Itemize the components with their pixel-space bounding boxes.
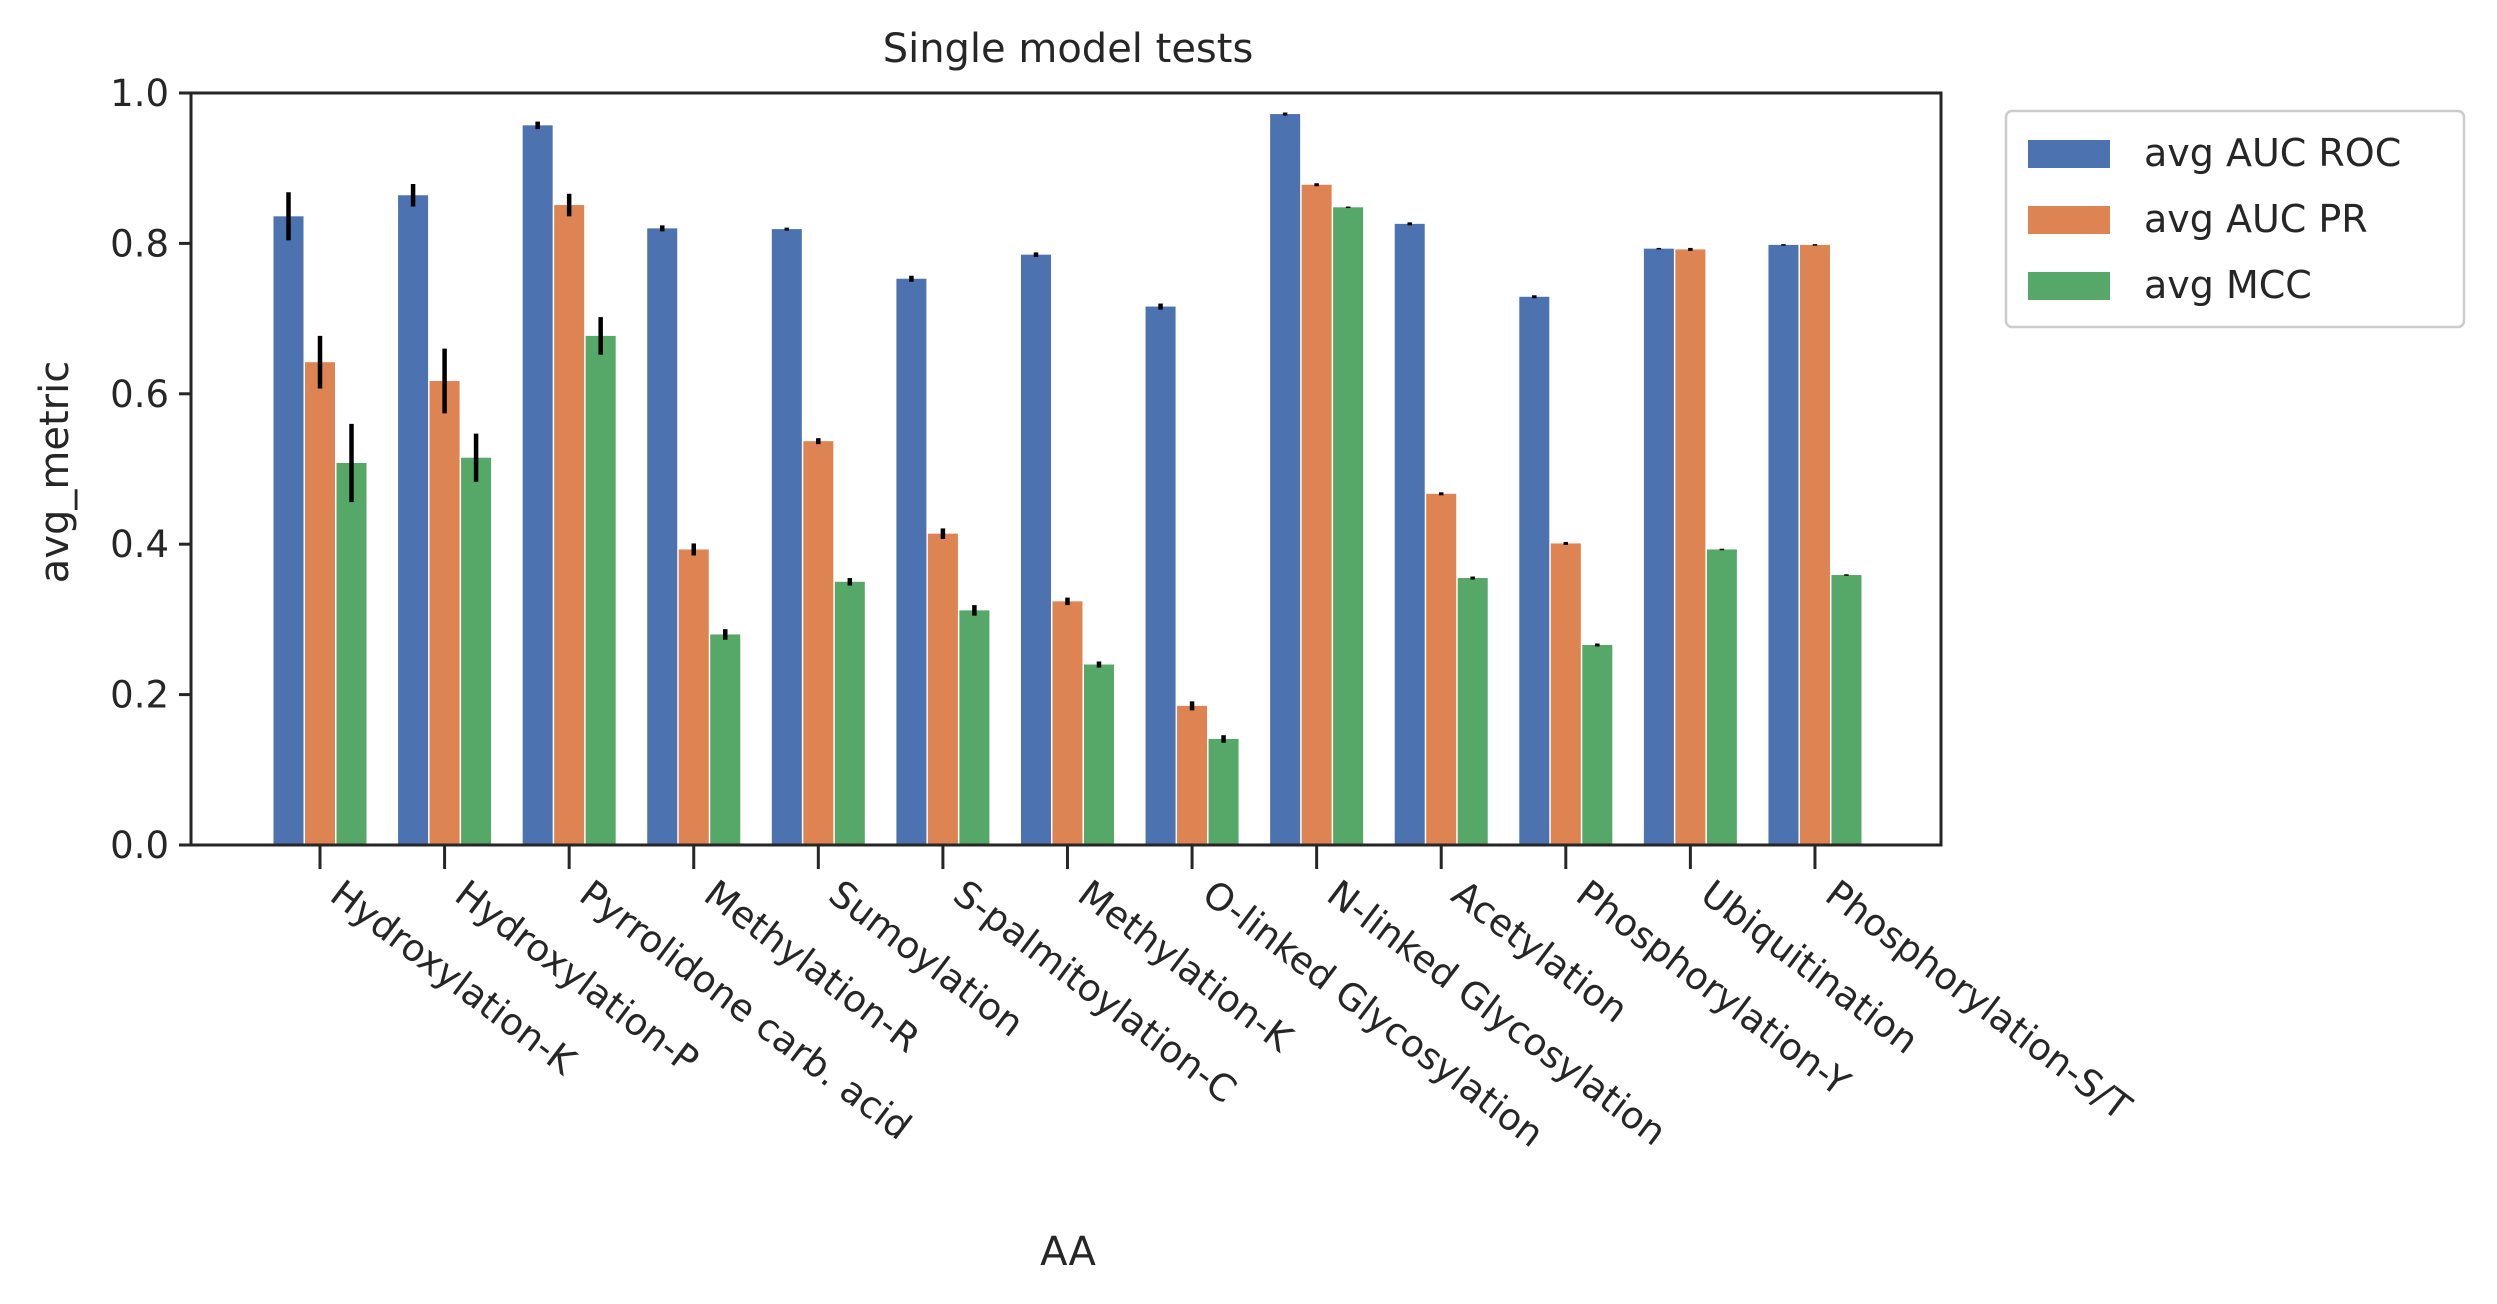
bar-avg-auc-pr-n-linked-glycosylation <box>1301 184 1332 846</box>
y-tick-label: 0.2 <box>110 674 169 717</box>
bar-avg-mcc-pyrrolidone-carb-acid <box>585 335 616 845</box>
bar-avg-auc-pr-methylation-k <box>1052 601 1083 845</box>
bar-avg-mcc-phosphorylation-s-t <box>1831 575 1862 845</box>
bar-avg-mcc-methylation-k <box>1083 664 1114 845</box>
legend-swatch-avg-auc-roc <box>2028 140 2110 168</box>
bar-avg-mcc-ubiquitination <box>1706 549 1737 845</box>
bar-avg-auc-pr-methylation-r <box>678 549 709 845</box>
x-axis-label: AA <box>1040 1229 1096 1275</box>
error-bars-layer <box>286 112 1849 743</box>
bar-avg-auc-roc-sumoylation <box>771 229 802 846</box>
y-tick-label: 0.6 <box>110 373 169 416</box>
bar-avg-auc-pr-hydroxylation-k <box>305 362 335 845</box>
bar-avg-auc-roc-phosphorylation-y <box>1519 296 1550 845</box>
bar-avg-auc-pr-acetylation <box>1426 493 1457 845</box>
bar-avg-mcc-methylation-r <box>710 634 741 845</box>
bar-avg-mcc-n-linked-glycosylation <box>1333 207 1364 846</box>
y-tick-label: 0.8 <box>110 222 169 265</box>
bar-avg-auc-roc-s-palmitoylation-c <box>896 278 927 845</box>
bar-avg-auc-roc-o-linked-glycosylation <box>1145 306 1176 845</box>
legend-label-avg-mcc: avg MCC <box>2144 263 2312 307</box>
y-tick-label: 0.0 <box>110 824 169 867</box>
bar-avg-auc-pr-s-palmitoylation-c <box>927 533 958 845</box>
bar-avg-auc-roc-hydroxylation-k <box>273 216 304 845</box>
legend-swatch-avg-auc-pr <box>2028 206 2110 234</box>
legend-label-avg-auc-pr: avg AUC PR <box>2144 197 2368 241</box>
bar-avg-auc-roc-phosphorylation-s-t <box>1768 244 1799 845</box>
bar-avg-auc-pr-o-linked-glycosylation <box>1177 705 1208 845</box>
bars-layer <box>273 114 1862 846</box>
bar-avg-auc-roc-methylation-k <box>1020 254 1051 845</box>
x-axis-ticks: Hydroxylation-KHydroxylation-PPyrrolidon… <box>318 845 2139 1156</box>
bar-avg-auc-pr-phosphorylation-y <box>1550 543 1581 845</box>
y-axis-label: avg_metric <box>32 361 78 583</box>
y-axis-ticks: 0.0 0.2 0.4 0.6 0.8 1.0 <box>110 72 191 867</box>
bar-avg-auc-pr-hydroxylation-p <box>429 381 460 845</box>
bar-avg-auc-roc-hydroxylation-p <box>398 195 429 845</box>
legend-box <box>2004 109 2466 329</box>
bar-avg-auc-roc-methylation-r <box>647 228 678 846</box>
legend-swatch-avg-mcc <box>2028 272 2110 300</box>
chart-title: Single model tests <box>883 26 1254 72</box>
bar-avg-auc-roc-pyrrolidone-carb-acid <box>522 125 553 846</box>
bar-avg-mcc-o-linked-glycosylation <box>1208 738 1239 845</box>
bar-avg-mcc-hydroxylation-k <box>336 462 367 845</box>
legend-label-avg-auc-roc: avg AUC ROC <box>2144 131 2401 175</box>
bar-avg-auc-pr-ubiquitination <box>1675 249 1706 846</box>
bar-avg-auc-roc-acetylation <box>1394 223 1425 846</box>
bar-avg-auc-pr-sumoylation <box>803 441 834 845</box>
y-tick-label: 1.0 <box>110 72 169 115</box>
bar-avg-mcc-s-palmitoylation-c <box>959 610 990 845</box>
y-tick-label: 0.4 <box>110 523 169 566</box>
bar-avg-auc-roc-n-linked-glycosylation <box>1270 114 1301 845</box>
bar-avg-mcc-phosphorylation-y <box>1582 644 1613 845</box>
bar-avg-auc-pr-phosphorylation-s-t <box>1799 244 1830 845</box>
bar-avg-auc-roc-ubiquitination <box>1643 248 1674 845</box>
bar-avg-mcc-acetylation <box>1457 578 1488 845</box>
bar-avg-auc-pr-pyrrolidone-carb-acid <box>554 205 585 846</box>
legend: avg AUC ROC avg AUC PR avg MCC <box>2004 109 2466 329</box>
bar-avg-mcc-hydroxylation-p <box>461 457 492 845</box>
bar-avg-mcc-sumoylation <box>834 581 865 845</box>
